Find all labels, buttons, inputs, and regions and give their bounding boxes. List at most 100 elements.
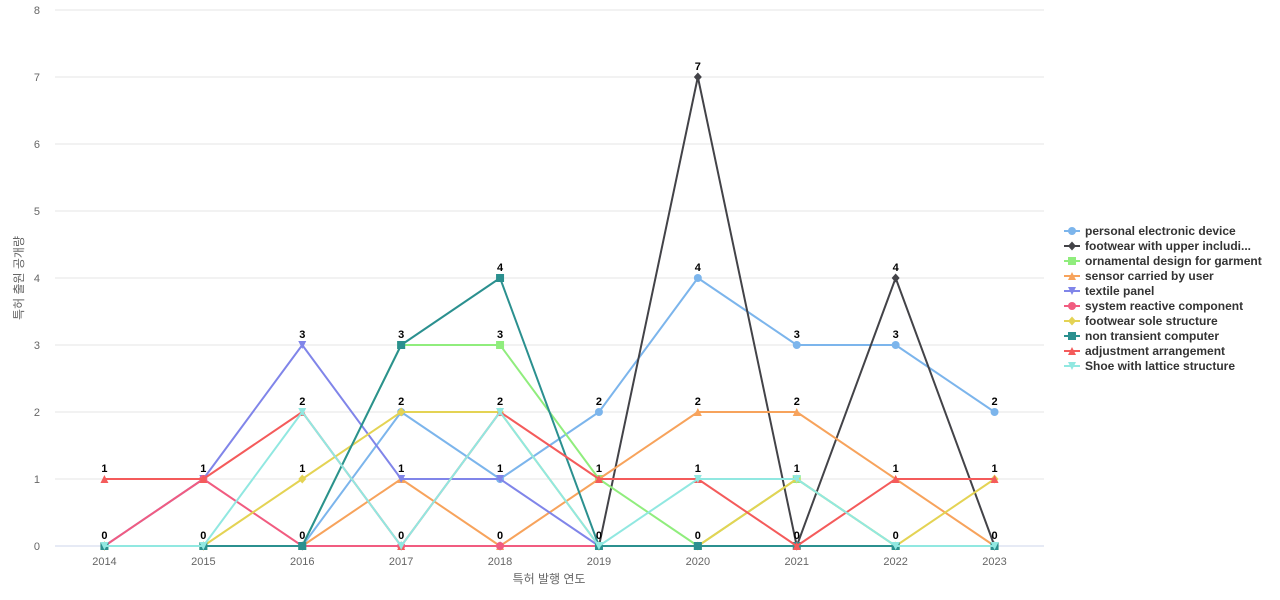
data-label: 3 [794,329,800,341]
data-label: 2 [794,396,800,408]
data-label: 0 [991,530,997,542]
x-tick-label: 2018 [488,556,512,568]
legend-marker [1068,257,1076,265]
legend-item-1[interactable]: footwear with upper includi... [1064,239,1251,253]
x-tick-label: 2015 [191,556,215,568]
data-point [693,72,702,82]
legend-label: personal electronic device [1085,224,1236,238]
data-point [298,408,307,416]
data-point [298,474,307,484]
series-line [104,277,995,547]
legend-label: Shoe with lattice structure [1085,359,1235,373]
legend-item-6[interactable]: footwear sole structure [1064,314,1218,328]
legend-item-9[interactable]: Shoe with lattice structure [1064,359,1235,373]
legend-marker [1068,302,1076,310]
data-label: 0 [794,530,800,542]
data-label: 3 [893,329,899,341]
x-tick-label: 2017 [389,556,413,568]
data-point [298,542,307,550]
x-tick-label: 2023 [982,556,1006,568]
data-label: 1 [695,463,701,475]
x-tick-label: 2016 [290,556,314,568]
data-point [298,341,307,349]
data-label: 1 [794,463,800,475]
legend-marker [1068,241,1076,251]
data-label: 1 [299,463,305,475]
x-tick-label: 2022 [883,556,907,568]
data-label: 4 [497,262,504,274]
data-label: 0 [101,530,107,542]
data-label: 1 [991,463,997,475]
grid-lines [55,9,1044,547]
y-tick-label: 7 [34,72,40,84]
legend-marker [1068,332,1076,340]
data-label: 1 [101,463,107,475]
data-point [990,408,999,416]
legend-label: sensor carried by user [1085,269,1214,283]
data-point [397,341,406,349]
legend-label: textile panel [1085,284,1154,298]
data-point [891,273,900,283]
data-label: 2 [299,396,305,408]
data-point [792,341,801,349]
data-label: 2 [991,396,997,408]
series-line [104,411,995,547]
data-point [990,542,999,550]
data-label: 4 [893,262,900,274]
data-point [100,475,109,483]
legend-item-7[interactable]: non transient computer [1064,329,1219,343]
data-point [891,341,900,349]
data-point [496,274,505,282]
legend-marker [1068,347,1076,355]
data-label: 1 [596,463,602,475]
data-point [792,542,801,550]
data-point [594,408,603,416]
legend-item-2[interactable]: ornamental design for garment [1064,254,1262,268]
y-axis-title: 특허 출원 공개량 [12,236,26,320]
x-tick-label: 2020 [686,556,710,568]
data-point [199,475,208,483]
data-label: 0 [497,530,503,542]
legend-marker [1068,227,1076,235]
y-tick-label: 3 [34,340,40,352]
data-label: 2 [695,396,701,408]
data-point [693,542,702,550]
legend-item-5[interactable]: system reactive component [1064,299,1243,313]
data-label: 2 [596,396,602,408]
legend-label: footwear sole structure [1085,314,1218,328]
y-tick-label: 6 [34,139,40,151]
legend-item-4[interactable]: textile panel [1064,284,1154,298]
data-label: 1 [497,463,503,475]
data-point [891,475,900,483]
data-label: 0 [596,530,602,542]
legend-item-8[interactable]: adjustment arrangement [1064,344,1225,358]
legend-item-0[interactable]: personal electronic device [1064,224,1236,238]
data-point [693,408,702,416]
data-label: 0 [398,530,404,542]
x-tick-label: 2021 [785,556,809,568]
data-label: 4 [695,262,702,274]
y-tick-label: 0 [34,541,40,553]
data-label: 3 [299,329,305,341]
data-label: 0 [893,530,899,542]
data-point [496,341,505,349]
data-label: 0 [299,530,305,542]
x-axis-title: 특허 발행 연도 [513,571,586,586]
data-point [594,542,603,550]
data-label: 2 [497,396,503,408]
data-point [397,542,406,550]
y-tick-label: 8 [34,5,40,17]
data-point [100,542,109,550]
data-label: 1 [398,463,404,475]
data-point [199,542,208,550]
series-line [104,76,996,547]
series-layer [100,72,999,551]
legend-item-3[interactable]: sensor carried by user [1064,269,1214,283]
data-label: 7 [695,61,701,73]
y-tick-label: 1 [34,474,40,486]
